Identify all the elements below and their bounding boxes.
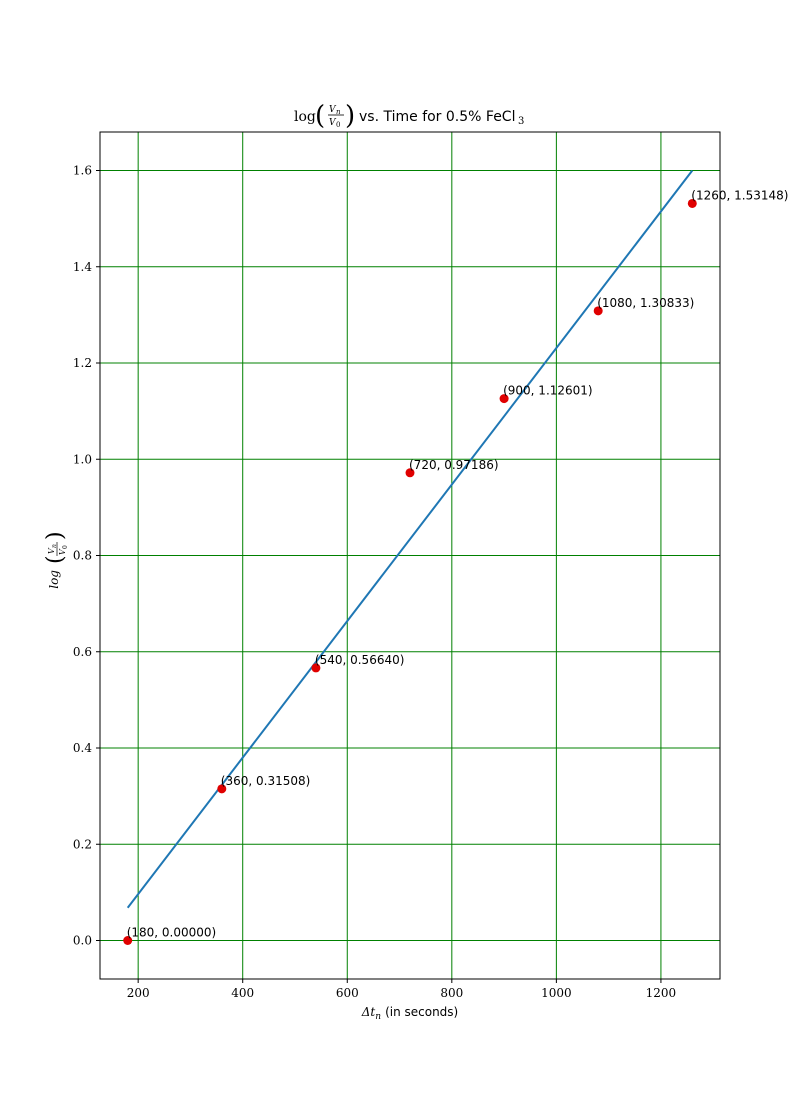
point-annotations: (180, 0.00000) (360, 0.31508) (540, 0.5664… xyxy=(127,188,789,939)
y-tick-label: 1.4 xyxy=(73,260,92,274)
point-label: (900, 1.12601) xyxy=(503,384,593,398)
y-tick-label: 0.0 xyxy=(73,934,92,948)
fit-line xyxy=(126,169,694,909)
title-middle: vs. Time for 0.5% FeCl xyxy=(359,109,515,125)
x-tick-label: 1200 xyxy=(646,986,677,1000)
data-point xyxy=(593,306,603,316)
fit-line-group xyxy=(126,169,694,909)
ylabel-den-sub: 0 xyxy=(62,545,69,549)
ylabel-num: V xyxy=(47,547,56,554)
xlabel-subscript: n xyxy=(375,1012,381,1022)
point-label: (1260, 1.53148) xyxy=(691,188,788,202)
y-tick-label: 0.4 xyxy=(73,741,92,755)
title-subscript: 3 xyxy=(518,116,524,127)
title-paren-left: ( xyxy=(315,101,325,131)
point-label: (1080, 1.30833) xyxy=(597,296,694,310)
x-axis-label: Δtn (in seconds) xyxy=(361,1005,458,1022)
y-tick-label: 0.2 xyxy=(73,837,92,851)
y-tick-label: 0.8 xyxy=(73,549,92,563)
xlabel-symbol: Δt xyxy=(361,1005,376,1019)
data-point xyxy=(311,663,321,673)
point-label: (540, 0.56640) xyxy=(315,653,405,667)
ylabel-num-sub: n xyxy=(51,544,58,548)
point-label: (360, 0.31508) xyxy=(221,774,311,788)
x-tick-label: 200 xyxy=(127,986,150,1000)
title-paren-right: ) xyxy=(345,101,355,131)
title-num: V xyxy=(329,105,337,115)
data-point xyxy=(405,468,415,478)
xlabel-unit: (in seconds) xyxy=(385,1005,458,1019)
ylabel-prefix: log xyxy=(47,570,61,589)
grid xyxy=(100,132,720,979)
y-tick-label: 0.6 xyxy=(73,645,92,659)
data-points xyxy=(123,198,697,945)
x-tick-label: 400 xyxy=(231,986,254,1000)
y-ticks: 0.0 0.2 0.4 0.6 0.8 1.0 1.2 1.4 1.6 xyxy=(73,164,100,948)
y-tick-label: 1.0 xyxy=(73,452,92,466)
title-den: V xyxy=(329,118,337,128)
data-point xyxy=(499,394,509,404)
y-tick-label: 1.6 xyxy=(73,164,92,178)
svg-text:): ) xyxy=(43,531,68,540)
svg-text:Δtn(in seconds): Δtn (in seconds) xyxy=(361,1005,458,1022)
x-tick-label: 600 xyxy=(336,986,359,1000)
point-label: (720, 0.97186) xyxy=(409,458,499,472)
data-point xyxy=(123,936,133,945)
x-tick-label: 1000 xyxy=(541,986,572,1000)
title-den-sub: 0 xyxy=(336,121,340,129)
x-ticks: 200 400 600 800 1000 1200 xyxy=(127,979,676,1000)
y-tick-label: 1.2 xyxy=(73,356,92,370)
y-axis-label: log ( V n V 0 ) xyxy=(43,531,69,588)
point-label: (180, 0.00000) xyxy=(127,926,217,940)
data-point xyxy=(687,198,697,208)
svg-text:(: ( xyxy=(43,555,68,564)
x-tick-label: 800 xyxy=(440,986,463,1000)
title-num-sub: n xyxy=(336,108,341,116)
data-point xyxy=(217,784,227,794)
ylabel-den: V xyxy=(58,548,67,555)
title-log: log xyxy=(294,109,316,125)
